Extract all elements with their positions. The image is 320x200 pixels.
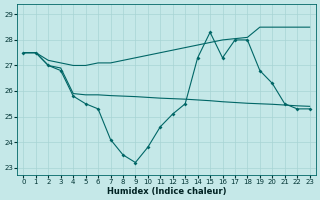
X-axis label: Humidex (Indice chaleur): Humidex (Indice chaleur) [107, 187, 226, 196]
